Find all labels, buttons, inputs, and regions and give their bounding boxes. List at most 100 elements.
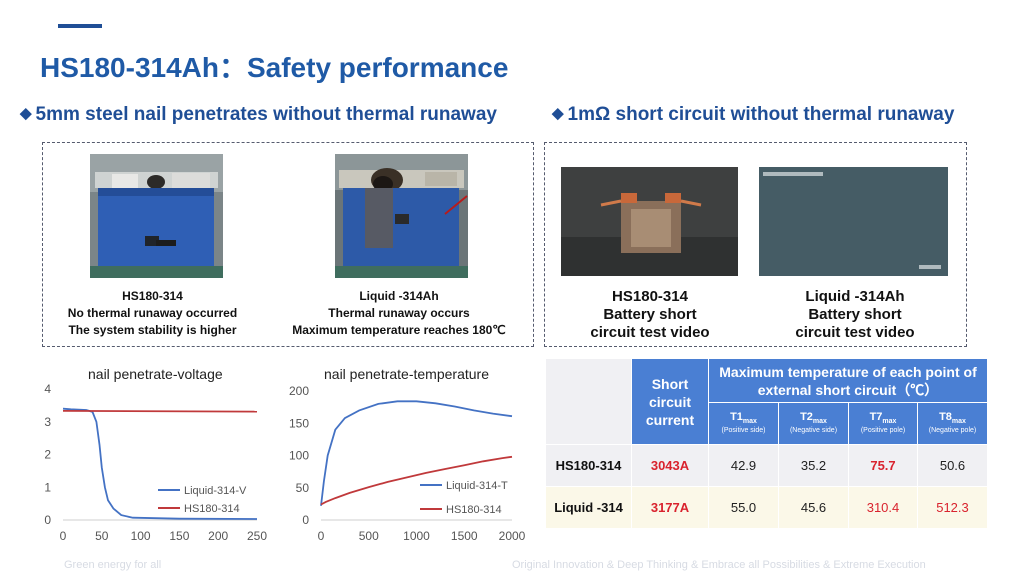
sub-label: T1	[730, 410, 743, 423]
t2-cell: 35.2	[778, 444, 849, 487]
current-cell: 3177A	[631, 486, 709, 529]
header-text: Maximum temperature of each point of ext…	[719, 363, 977, 398]
x-tick-label: 50	[95, 529, 109, 543]
x-tick-label: 1500	[451, 529, 478, 543]
t7-header: T7max (Positive pole)	[848, 402, 918, 445]
max-temperature-header: Maximum temperature of each point of ext…	[708, 358, 988, 403]
t7-cell: 310.4	[848, 486, 918, 529]
caption-line: Liquid -314Ah	[805, 288, 905, 305]
t8-cell: 512.3	[917, 486, 988, 529]
legend-label: Liquid-314-V	[184, 485, 247, 497]
y-tick-label: 1	[44, 480, 51, 494]
x-tick-label: 1000	[403, 529, 430, 543]
y-tick-label: 4	[44, 382, 51, 396]
temperature-chart-title: nail penetrate-temperature	[324, 366, 489, 382]
sub-note: (Positive pole)	[860, 427, 906, 435]
current-cell: 3043A	[631, 444, 709, 487]
legend-label: HS180-314	[184, 503, 240, 515]
caption-line: HS180-314	[612, 288, 688, 305]
x-tick-label: 100	[131, 529, 151, 543]
hs180-nail-caption: HS180-314 No thermal runaway occurred Th…	[45, 288, 260, 339]
short-circuit-panel	[544, 142, 967, 347]
t1-header: T1max (Positive side)	[708, 402, 779, 445]
x-tick-label: 250	[247, 529, 267, 543]
table-row: Liquid -314 3177A 55.0 45.6 310.4 512.3	[545, 486, 988, 529]
x-tick-label: 500	[359, 529, 379, 543]
short-circuit-current-header: Short circuit current	[631, 358, 709, 445]
accent-bar	[58, 24, 102, 28]
y-tick-label: 3	[44, 415, 51, 429]
liquid-short-circuit-video[interactable]	[759, 167, 948, 276]
y-tick-label: 0	[302, 513, 309, 527]
sub-index: max	[742, 418, 757, 426]
caption-line: No thermal runaway occurred	[67, 306, 238, 320]
t2-cell: 45.6	[778, 486, 849, 529]
t8-cell: 50.6	[917, 444, 988, 487]
sub-note: (Negative pole)	[928, 427, 977, 435]
caption-line: circuit test video	[590, 324, 710, 341]
diamond-bullet-icon: ◆	[552, 105, 564, 122]
nail-section-heading: ◆ 5mm steel nail penetrates without therm…	[20, 104, 497, 126]
nail-test-panel	[42, 142, 534, 347]
t1-cell: 42.9	[708, 444, 779, 487]
table-corner-cell	[545, 358, 632, 445]
t2-header: T2max (Negative side)	[778, 402, 849, 445]
row-name: Liquid -314	[545, 486, 632, 529]
series-line-1	[320, 455, 513, 506]
sub-label: T8	[939, 410, 952, 423]
caption-line: Battery short	[808, 306, 902, 323]
caption-line: Liquid -314Ah	[359, 289, 439, 303]
hs180-nail-photo	[90, 154, 223, 278]
y-tick-label: 150	[289, 416, 309, 430]
diamond-bullet-icon: ◆	[20, 105, 32, 122]
y-tick-label: 2	[44, 448, 51, 462]
x-tick-label: 0	[60, 529, 67, 543]
y-tick-label: 100	[289, 449, 309, 463]
sub-note: (Positive side)	[721, 427, 766, 435]
x-tick-label: 150	[169, 529, 189, 543]
sub-label: T7	[869, 410, 883, 423]
sub-note: (Negative side)	[789, 427, 838, 435]
legend-label: Liquid-314-T	[446, 480, 508, 492]
sub-index: max	[812, 418, 827, 426]
short-circuit-section-heading: ◆ 1mΩ short circuit without thermal runaw…	[552, 104, 954, 126]
t1-cell: 55.0	[708, 486, 779, 529]
x-tick-label: 2000	[499, 529, 525, 543]
liquid-nail-caption: Liquid -314Ah Thermal runaway occurs Max…	[268, 288, 530, 339]
sub-index: max	[882, 418, 897, 426]
y-tick-label: 0	[44, 513, 51, 527]
voltage-chart: 0 1 2 3 4 0 50 100 150 200 250 Liquid-314-V HS180-31…	[44, 382, 267, 543]
nail-section-heading-text: 5mm steel nail penetrates without therma…	[35, 104, 497, 125]
short-circuit-table: Short circuit current Maximum temperatur…	[545, 358, 988, 529]
header-text: Short circuit current	[645, 375, 695, 428]
caption-line: HS180-314	[122, 289, 183, 303]
voltage-chart-title: nail penetrate-voltage	[88, 366, 223, 382]
caption-line: Maximum temperature reaches 180℃	[292, 323, 506, 337]
row-name: HS180-314	[545, 444, 632, 487]
series-line-0	[320, 400, 513, 506]
x-tick-label: 0	[318, 529, 325, 543]
caption-line: The system stability is higher	[68, 323, 237, 337]
legend-label: HS180-314	[446, 504, 502, 516]
table-row: HS180-314 3043A 42.9 35.2 75.7 50.6	[545, 444, 988, 487]
caption-line: circuit test video	[795, 324, 915, 341]
hs180-short-circuit-video[interactable]	[561, 167, 738, 276]
caption-line: Thermal runaway occurs	[328, 306, 470, 320]
x-tick-label: 200	[208, 529, 228, 543]
short-circuit-section-heading-text: 1mΩ short circuit without thermal runawa…	[567, 104, 955, 125]
t7-cell: 75.7	[848, 444, 918, 487]
caption-line: Battery short	[603, 306, 697, 323]
footer-left: Green energy for all	[64, 559, 162, 571]
page-title: HS180-314Ah：Safety performance	[40, 52, 509, 83]
y-tick-label: 200	[289, 384, 309, 398]
liquid-video-caption: Liquid -314Ah Battery short circuit test…	[762, 288, 948, 342]
hs180-video-caption: HS180-314 Battery short circuit test vid…	[560, 288, 740, 342]
series-line-1	[62, 410, 258, 413]
y-tick-label: 50	[296, 481, 310, 495]
footer-right: Original Innovation & Deep Thinking & Em…	[512, 559, 926, 571]
sub-index: max	[951, 418, 966, 426]
liquid-nail-photo	[335, 154, 468, 278]
t8-header: T8max (Negative pole)	[917, 402, 988, 445]
sub-label: T2	[800, 410, 813, 423]
